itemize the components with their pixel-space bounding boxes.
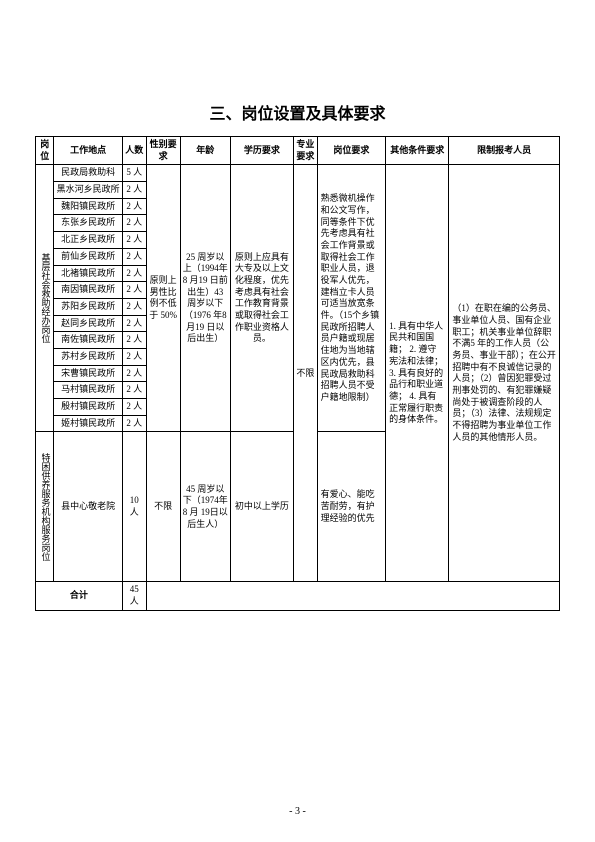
th-age: 年龄: [180, 137, 230, 165]
num-cell: 2 人: [122, 382, 146, 399]
num-cell: 2 人: [122, 265, 146, 282]
num-cell: 2 人: [122, 332, 146, 349]
loc-cell: 北正乡民政所: [54, 232, 122, 249]
th-loc: 工作地点: [54, 137, 122, 165]
other-cell: 1. 具有中华人民共和国国籍； 2. 遵守宪法和法律； 3. 具有良好的品行和职…: [386, 165, 449, 582]
th-sex: 性别要求: [146, 137, 180, 165]
sex-cell-2: 不限: [146, 432, 180, 582]
th-other: 其他条件要求: [386, 137, 449, 165]
loc-cell: 黑水河乡民政所: [54, 182, 122, 199]
num-cell: 2 人: [122, 298, 146, 315]
num-cell: 2 人: [122, 198, 146, 215]
num-cell: 2 人: [122, 182, 146, 199]
sex-cell-1: 原则上男性比例不低于 50%: [146, 165, 180, 432]
num-cell: 2 人: [122, 365, 146, 382]
loc-cell: 姬村镇民政所: [54, 415, 122, 432]
loc-cell: 宋曹镇民政所: [54, 365, 122, 382]
loc-cell: 民政局救助科: [54, 165, 122, 182]
th-edu: 学历要求: [230, 137, 293, 165]
loc-cell-2: 县中心敬老院: [54, 432, 122, 582]
total-num: 45 人: [122, 582, 146, 610]
total-row: 合计 45 人: [36, 582, 560, 610]
loc-cell: 前仙乡民政所: [54, 248, 122, 265]
table-row: 基层社会救助经办岗位 民政局救助科 5 人 原则上男性比例不低于 50% 25 …: [36, 165, 560, 182]
spec-cell: 不限: [293, 165, 317, 582]
page-number: - 3 -: [0, 806, 595, 817]
header-row: 岗位 工作地点 人数 性别要求 年龄 学历要求 专业要求 岗位要求 其他条件要求…: [36, 137, 560, 165]
num-cell: 2 人: [122, 232, 146, 249]
jobreq-cell-1: 熟悉微机操作和公文写作，同等条件下优先考虑具有社会工作背景或取得社会工作职业人员…: [317, 165, 385, 432]
th-num: 人数: [122, 137, 146, 165]
num-cell: 2 人: [122, 315, 146, 332]
num-cell: 2 人: [122, 415, 146, 432]
loc-cell: 赵同乡民政所: [54, 315, 122, 332]
edu-cell-2: 初中以上学历: [230, 432, 293, 582]
loc-cell: 北褚镇民政所: [54, 265, 122, 282]
jobreq-cell-2: 有爱心、能吃苦耐劳，有护理经验的优先: [317, 432, 385, 582]
loc-cell: 马村镇民政所: [54, 382, 122, 399]
th-jobreq: 岗位要求: [317, 137, 385, 165]
num-cell: 2 人: [122, 215, 146, 232]
num-cell: 2 人: [122, 248, 146, 265]
loc-cell: 东张乡民政所: [54, 215, 122, 232]
loc-cell: 魏阳镇民政所: [54, 198, 122, 215]
num-cell: 2 人: [122, 282, 146, 299]
pos-cell-1: 基层社会救助经办岗位: [36, 165, 54, 432]
edu-cell-1: 原则上应具有大专及以上文化程度，优先考虑具有社会工作教育背景或取得社会工作职业资…: [230, 165, 293, 432]
loc-cell: 苏村乡民政所: [54, 348, 122, 365]
num-cell-2: 10 人: [122, 432, 146, 582]
num-cell: 2 人: [122, 399, 146, 416]
num-cell: 2 人: [122, 348, 146, 365]
pos-cell-2: 特困供养服务机构服务岗位: [36, 432, 54, 582]
loc-cell: 苏阳乡民政所: [54, 298, 122, 315]
age-cell-2: 45 周岁以下（1974年 8 月 19日以后生人）: [180, 432, 230, 582]
loc-cell: 南因镇民政所: [54, 282, 122, 299]
num-cell: 5 人: [122, 165, 146, 182]
age-cell-1: 25 周岁以上（1994年 8 月19 日前出生）43 周岁以下（1976 年8…: [180, 165, 230, 432]
th-pos: 岗位: [36, 137, 54, 165]
th-limit: 限制报考人员: [449, 137, 560, 165]
th-spec: 专业要求: [293, 137, 317, 165]
section-title: 三、岗位设置及具体要求: [35, 100, 560, 124]
limit-cell: （1）在职在编的公务员、事业单位人员、国有企业职工；机关事业单位辞职不满5 年的…: [449, 165, 560, 582]
loc-cell: 南佐镇民政所: [54, 332, 122, 349]
total-empty: [146, 582, 559, 610]
total-label: 合计: [36, 582, 123, 610]
requirements-table: 岗位 工作地点 人数 性别要求 年龄 学历要求 专业要求 岗位要求 其他条件要求…: [35, 136, 560, 611]
loc-cell: 殷村镇民政所: [54, 399, 122, 416]
